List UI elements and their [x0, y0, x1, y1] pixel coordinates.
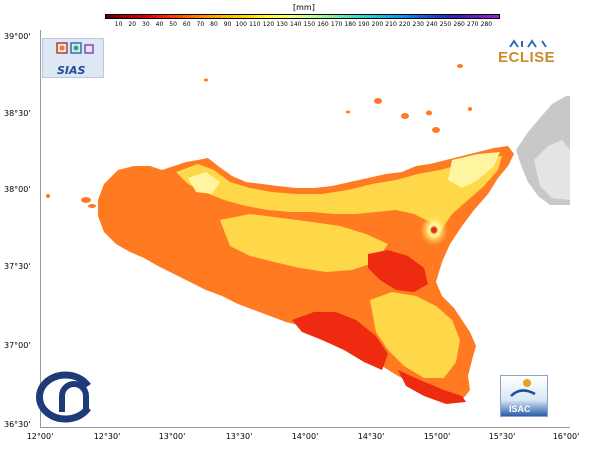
cnr-logo-icon — [36, 371, 91, 423]
peloritani-wet-zone — [448, 152, 500, 188]
isac-logo-text: ISAC — [509, 404, 531, 414]
colorbar-tick-label: 250 — [439, 21, 452, 28]
egadi-islands — [46, 78, 208, 208]
lon-label-15-30: 15°30' — [488, 432, 516, 441]
colorbar-tick-label: 180 — [344, 21, 356, 28]
isac-logo-icon — [510, 379, 536, 397]
colorbar-tick-label: 170 — [330, 21, 343, 28]
gela-plain-dry-zone — [292, 312, 388, 370]
colorbar-tick-label: 200 — [371, 21, 384, 28]
southeast-coast-dry-zone — [398, 370, 466, 404]
aeolian-islands — [346, 64, 472, 133]
sias-logo-icon — [56, 42, 94, 54]
colorbar-tick-label: 100 — [235, 21, 247, 28]
isac-logo: ISAC — [500, 375, 548, 417]
colorbar-tick-label: 260 — [453, 21, 465, 28]
colorbar-tick-label: 110 — [249, 21, 261, 28]
colorbar-tick-label: 40 — [155, 21, 164, 28]
lat-label-37-00: 37°00' — [4, 341, 31, 350]
colorbar-tick-label: 270 — [467, 21, 479, 28]
colorbar-tick-label: 150 — [303, 21, 316, 28]
colorbar-tick-label: 240 — [426, 21, 438, 28]
colorbar-tick-label: 70 — [196, 21, 205, 28]
colorbar-tick-label: 220 — [398, 21, 411, 28]
eclise-logo: ECLISE — [498, 38, 564, 68]
lat-label-37-30: 37°30' — [4, 262, 31, 271]
colorbar-tick-label: 80 — [210, 21, 218, 28]
colorbar-tick-label: 90 — [223, 21, 232, 28]
colorbar-tick-label: 50 — [169, 21, 177, 28]
northern-high-rain-zone — [176, 156, 502, 232]
lon-label-12-30: 12°30' — [93, 432, 121, 441]
catania-plain-dry-zone — [368, 250, 428, 292]
iblei-wet-zone — [370, 292, 460, 378]
lat-label-38-30: 38°30' — [4, 109, 31, 118]
lon-label-16-00: 16°00' — [552, 432, 580, 441]
lon-label-14-30: 14°30' — [357, 432, 385, 441]
eclise-logo-icon — [509, 39, 547, 48]
central-plateau — [220, 214, 388, 272]
colorbar-tick-label: 10 — [114, 21, 123, 28]
colorbar-tick-label: 30 — [142, 21, 150, 28]
colorbar-tick-label: 140 — [289, 21, 302, 28]
lon-label-13-30: 13°30' — [225, 432, 253, 441]
colorbar-tick-label: 160 — [317, 21, 329, 28]
lon-label-14-00: 14°00' — [291, 432, 319, 441]
colorbar-tick-label: 20 — [128, 21, 137, 28]
map-frame — [40, 30, 570, 428]
colorbar-tick-label: 210 — [385, 21, 397, 28]
lon-label-15-00: 15°00' — [423, 432, 451, 441]
sias-logo: SIAS — [42, 38, 104, 78]
lon-label-12-00: 12°00' — [26, 432, 54, 441]
lat-label-39-00: 39°00' — [4, 32, 31, 41]
etna-summit — [431, 227, 437, 233]
colorbar-tick-label: 120 — [262, 21, 275, 28]
eclise-logo-text: ECLISE — [498, 49, 556, 66]
colorbar — [105, 14, 500, 19]
lon-label-13-00: 13°00' — [158, 432, 186, 441]
lat-label-36-30: 36°30' — [4, 420, 31, 429]
lat-label-38-00: 38°00' — [4, 185, 31, 194]
colorbar-tick-label: 280 — [480, 21, 493, 28]
colorbar-tick-label: 60 — [182, 21, 191, 28]
colorbar-unit-label: [mm] — [293, 3, 315, 12]
madonie-wet-zone — [188, 172, 220, 194]
colorbar-tick-label: 230 — [412, 21, 424, 28]
colorbar-ticks: 10 20 30 40 50 60 70 80 90 100 110 120 130 140 150 160 1… — [105, 21, 500, 31]
calabria-relief-light — [534, 140, 570, 200]
colorbar-tick-label: 130 — [276, 21, 288, 28]
sias-logo-text: SIAS — [57, 64, 86, 77]
colorbar-tick-label: 190 — [358, 21, 370, 28]
